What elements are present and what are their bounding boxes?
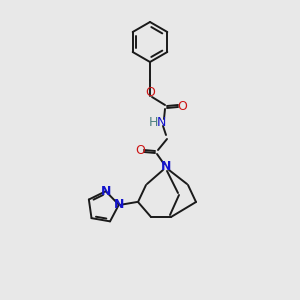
Text: N: N xyxy=(161,160,171,173)
Text: N: N xyxy=(156,116,166,128)
Text: O: O xyxy=(145,86,155,100)
Text: N: N xyxy=(114,198,124,211)
Text: O: O xyxy=(177,100,187,112)
Text: N: N xyxy=(100,185,111,198)
Text: H: H xyxy=(148,116,158,128)
Text: O: O xyxy=(135,145,145,158)
